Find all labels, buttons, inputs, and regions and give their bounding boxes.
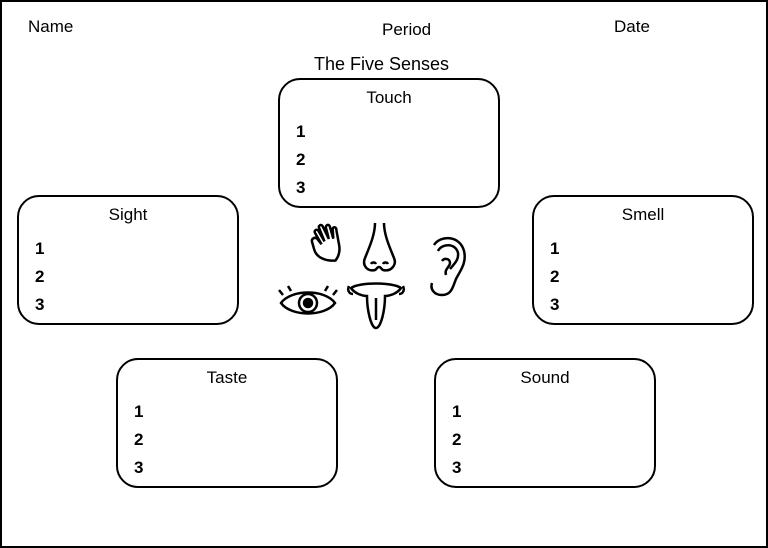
- sense-box-taste: Taste 1 2 3: [116, 358, 338, 488]
- sense-box-touch: Touch 1 2 3: [278, 78, 500, 208]
- list-item: 1: [35, 235, 237, 263]
- list-item: 2: [296, 146, 498, 174]
- list-item: 2: [550, 263, 752, 291]
- nose-icon: [357, 220, 402, 280]
- sense-list-touch: 1 2 3: [296, 118, 498, 202]
- worksheet-page: Name Period Date The Five Senses Touch 1…: [0, 0, 768, 548]
- hand-icon: [297, 215, 355, 273]
- sense-title-smell: Smell: [534, 205, 752, 225]
- date-label: Date: [614, 17, 650, 37]
- list-item: 2: [35, 263, 237, 291]
- list-item: 1: [550, 235, 752, 263]
- list-item: 3: [134, 454, 336, 482]
- list-item: 2: [452, 426, 654, 454]
- ear-icon: [422, 233, 472, 301]
- tongue-icon: [345, 280, 407, 335]
- sense-list-taste: 1 2 3: [134, 398, 336, 482]
- sense-list-smell: 1 2 3: [550, 235, 752, 319]
- sense-title-sight: Sight: [19, 205, 237, 225]
- list-item: 1: [296, 118, 498, 146]
- list-item: 3: [550, 291, 752, 319]
- period-label: Period: [382, 20, 431, 40]
- sense-title-taste: Taste: [118, 368, 336, 388]
- list-item: 3: [296, 174, 498, 202]
- name-label: Name: [28, 17, 73, 37]
- eye-icon: [277, 285, 339, 320]
- sense-box-smell: Smell 1 2 3: [532, 195, 754, 325]
- list-item: 3: [35, 291, 237, 319]
- list-item: 1: [134, 398, 336, 426]
- list-item: 3: [452, 454, 654, 482]
- list-item: 1: [452, 398, 654, 426]
- page-title: The Five Senses: [314, 54, 449, 75]
- sense-title-touch: Touch: [280, 88, 498, 108]
- sense-box-sound: Sound 1 2 3: [434, 358, 656, 488]
- sense-box-sight: Sight 1 2 3: [17, 195, 239, 325]
- list-item: 2: [134, 426, 336, 454]
- sense-title-sound: Sound: [436, 368, 654, 388]
- sense-list-sound: 1 2 3: [452, 398, 654, 482]
- sense-list-sight: 1 2 3: [35, 235, 237, 319]
- senses-icons: [277, 215, 497, 330]
